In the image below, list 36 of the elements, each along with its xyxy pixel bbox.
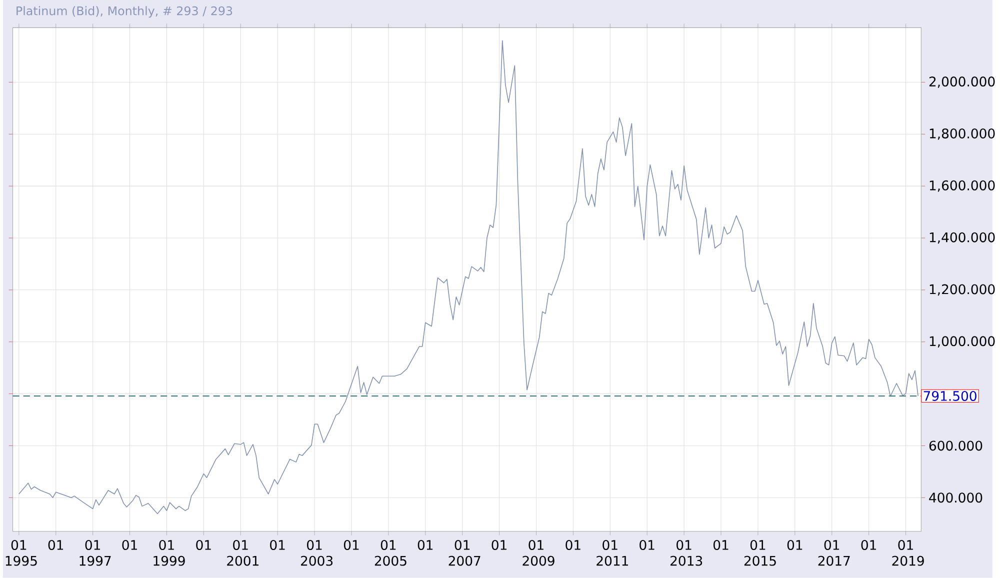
x-tick-label: 01: [787, 540, 802, 550]
y-tick-label: 400.000: [929, 492, 982, 503]
y-tick-label: 2,000.000: [929, 76, 995, 88]
y-tick-label: 1,000.000: [930, 336, 995, 348]
chart-title: Platinum (Bid), Monthly, # 293 / 293: [16, 6, 232, 18]
x-tick-label: 01: [418, 540, 433, 550]
x-tick-label: 01: [122, 540, 137, 550]
x-tick-label: 01 2019: [892, 540, 924, 566]
x-tick-label: 01: [196, 540, 211, 550]
x-tick-label: 01: [713, 540, 728, 550]
x-tick-label: 01: [492, 540, 506, 550]
x-tick-label: 01 2001: [227, 540, 258, 566]
x-tick-label: 01 2003: [300, 540, 333, 566]
x-tick-label: 01 1999: [154, 540, 185, 566]
y-tick-label: 1,600.000: [930, 180, 995, 192]
y-tick-label: 1,200.000: [930, 284, 995, 296]
x-tick-label: 01 2015: [744, 540, 776, 566]
line-series: [18, 40, 918, 514]
x-tick-label: 01 1995: [6, 540, 37, 566]
x-tick-label: 01: [861, 540, 876, 550]
y-tick-label: 1,800.000: [930, 128, 995, 140]
x-tick-label: 01: [566, 540, 580, 550]
ref-line-label: 791.500: [924, 391, 976, 402]
x-tick-label: 01: [270, 540, 285, 550]
x-tick-label: 01 1997: [80, 540, 111, 566]
x-tick-label: 01 2013: [670, 540, 702, 566]
y-tick-label: 1,400.000: [930, 232, 995, 244]
x-tick-label: 01 2011: [596, 540, 628, 566]
x-tick-label: 01 2005: [374, 540, 406, 566]
x-tick-label: 01: [48, 540, 64, 550]
x-tick-label: 01 2007: [448, 540, 480, 566]
y-tick-label: 600.000: [929, 440, 982, 451]
x-tick-label: 01: [640, 540, 654, 550]
x-tick-label: 01 2017: [818, 540, 850, 566]
x-tick-label: 01 2009: [522, 540, 554, 566]
x-tick-label: 01: [344, 540, 359, 550]
